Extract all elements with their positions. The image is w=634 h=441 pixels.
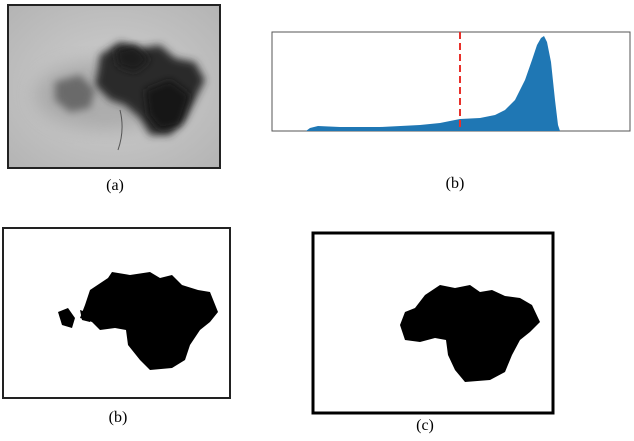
panel-label: (c) [416,417,434,434]
panel-label: (b) [109,409,128,426]
binary-mask [3,228,230,398]
figure: (a) (b) (b) (c) [0,0,634,436]
histogram [272,32,630,131]
panel-label: (a) [106,177,124,194]
panel-label: (b) [446,175,465,192]
skin-image [8,5,220,168]
refined-mask [313,233,553,413]
